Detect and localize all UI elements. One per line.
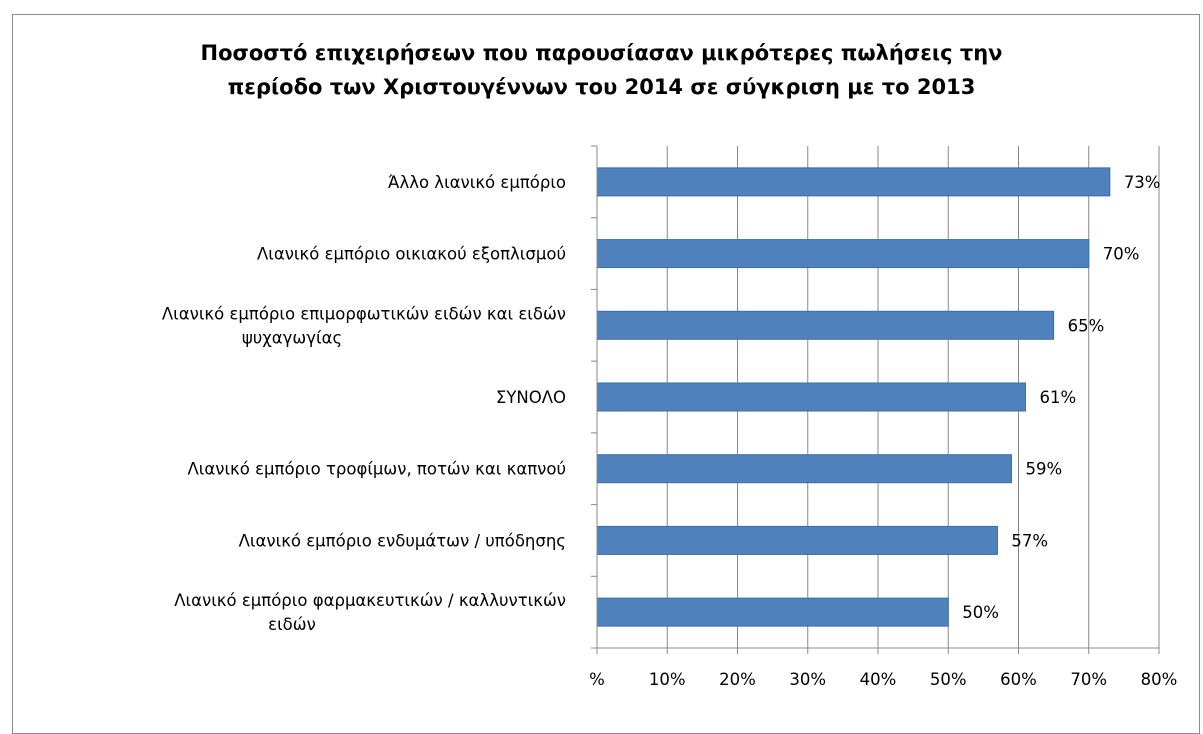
bar (596, 167, 1111, 197)
bar (596, 525, 998, 555)
bar-chart: % 10% 20% 30% 40% 50% 60% 70% 80% 73% Άλλο λιανικό… (162, 145, 1177, 689)
chart-title-line-1: Ποσοστό επιχειρήσεων που παρουσίασαν μικ… (200, 41, 1003, 65)
data-label: 57% (1011, 531, 1048, 550)
x-tick-label: 80% (1141, 670, 1178, 689)
x-tick-label: 20% (719, 670, 756, 689)
axes (591, 145, 1160, 654)
data-label: 50% (962, 603, 999, 622)
category-label: ψυχαγωγίας (242, 328, 342, 347)
category-label: Λιανικό εμπόριο ενδυμάτων / υπόδησης (239, 531, 566, 550)
x-tick-label: % (589, 670, 605, 689)
bar (596, 310, 1055, 340)
x-tick-label: 10% (649, 670, 686, 689)
bar (596, 382, 1027, 412)
category-label: Λιανικό εμπόριο φαρμακευτικών / καλλυντι… (174, 591, 566, 610)
category-label: Λιανικό εμπόριο οικιακού εξοπλισμού (257, 245, 566, 264)
bars (596, 167, 1111, 627)
bar (596, 597, 949, 627)
category-label: ειδών (268, 615, 316, 634)
x-tick-label: 70% (1070, 670, 1107, 689)
x-tick-label: 50% (930, 670, 967, 689)
data-label: 65% (1068, 316, 1105, 335)
chart-title: Ποσοστό επιχειρήσεων που παρουσίασαν μικ… (0, 36, 1203, 104)
x-tick-label: 60% (1000, 670, 1037, 689)
bar (596, 454, 1012, 484)
category-label: ΣΥΝΟΛΟ (496, 388, 566, 407)
x-tick-label: 30% (789, 670, 826, 689)
category-label: Λιανικό εμπόριο επιμορφωτικών ειδών και … (162, 304, 566, 323)
x-tick-label: 40% (860, 670, 897, 689)
data-label: 73% (1124, 173, 1161, 192)
category-label: Άλλο λιανικό εμπόριο (388, 173, 566, 192)
data-label: 70% (1103, 245, 1140, 264)
labels: % 10% 20% 30% 40% 50% 60% 70% 80% 73% Άλλο λιανικό… (162, 173, 1177, 689)
data-label: 59% (1025, 460, 1062, 479)
data-label: 61% (1040, 388, 1077, 407)
bar (596, 239, 1090, 269)
category-label: Λιανικό εμπόριο τροφίμων, ποτών και καπν… (187, 460, 566, 479)
chart-title-line-2: περίοδο των Χριστουγέννων του 2014 σε σύ… (227, 75, 976, 99)
